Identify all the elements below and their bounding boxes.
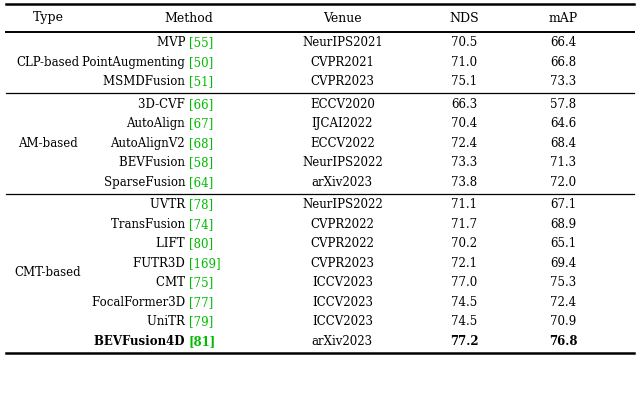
Text: CVPR2021: CVPR2021 [310,56,374,69]
Text: 66.3: 66.3 [451,98,477,111]
Text: [169]: [169] [189,257,220,270]
Text: 70.5: 70.5 [451,36,477,49]
Text: AM-based: AM-based [18,137,78,150]
Text: 57.8: 57.8 [550,98,576,111]
Text: 72.4: 72.4 [550,296,576,309]
Text: 69.4: 69.4 [550,257,577,270]
Text: 72.0: 72.0 [550,176,576,189]
Text: [66]: [66] [189,98,213,111]
Text: ECCV2022: ECCV2022 [310,137,375,150]
Text: 75.3: 75.3 [550,276,577,289]
Text: 73.8: 73.8 [451,176,477,189]
Text: 74.5: 74.5 [451,296,477,309]
Text: [58]: [58] [189,156,213,169]
Text: 68.4: 68.4 [550,137,576,150]
Text: NeurIPS2022: NeurIPS2022 [302,156,383,169]
Text: 73.3: 73.3 [451,156,477,169]
Text: CVPR2023: CVPR2023 [310,257,374,270]
Text: FUTR3D: FUTR3D [133,257,189,270]
Text: 68.9: 68.9 [550,218,576,231]
Text: [79]: [79] [189,315,213,328]
Text: [51]: [51] [189,75,213,88]
Text: 70.9: 70.9 [550,315,577,328]
Text: TransFusion: TransFusion [111,218,189,231]
Text: 66.8: 66.8 [550,56,576,69]
Text: AutoAlign: AutoAlign [126,117,189,130]
Text: 75.1: 75.1 [451,75,477,88]
Text: CVPR2023: CVPR2023 [310,75,374,88]
Text: 71.0: 71.0 [451,56,477,69]
Text: [81]: [81] [189,335,216,348]
Text: 77.0: 77.0 [451,276,477,289]
Text: AutoAlignV2: AutoAlignV2 [111,137,189,150]
Text: [50]: [50] [189,56,213,69]
Text: ICCV2023: ICCV2023 [312,315,373,328]
Text: ICCV2023: ICCV2023 [312,296,373,309]
Text: PointAugmenting: PointAugmenting [82,56,189,69]
Text: [77]: [77] [189,296,213,309]
Text: FocalFormer3D: FocalFormer3D [92,296,189,309]
Text: SparseFusion: SparseFusion [104,176,189,189]
Text: NeurIPS2022: NeurIPS2022 [302,198,383,211]
Text: 71.7: 71.7 [451,218,477,231]
Text: Venue: Venue [323,11,362,24]
Text: 3D-CVF: 3D-CVF [138,98,189,111]
Text: LIFT: LIFT [156,237,189,250]
Text: [64]: [64] [189,176,213,189]
Text: 76.8: 76.8 [549,335,577,348]
Text: 72.4: 72.4 [451,137,477,150]
Text: MSMDFusion: MSMDFusion [103,75,189,88]
Text: [74]: [74] [189,218,213,231]
Text: 77.2: 77.2 [450,335,478,348]
Text: [78]: [78] [189,198,213,211]
Text: [55]: [55] [189,36,213,49]
Text: [75]: [75] [189,276,213,289]
Text: UVTR: UVTR [150,198,189,211]
Text: CMT-based: CMT-based [15,266,81,279]
Text: [80]: [80] [189,237,213,250]
Text: 70.2: 70.2 [451,237,477,250]
Text: arXiv2023: arXiv2023 [312,176,373,189]
Text: Method: Method [164,11,213,24]
Text: [67]: [67] [189,117,213,130]
Text: 74.5: 74.5 [451,315,477,328]
Text: 72.1: 72.1 [451,257,477,270]
Text: 66.4: 66.4 [550,36,577,49]
Text: CMT: CMT [156,276,189,289]
Text: [68]: [68] [189,137,213,150]
Text: 64.6: 64.6 [550,117,577,130]
Text: Type: Type [33,11,63,24]
Text: mAP: mAP [548,11,578,24]
Text: 73.3: 73.3 [550,75,577,88]
Text: IJCAI2022: IJCAI2022 [312,117,373,130]
Text: 70.4: 70.4 [451,117,477,130]
Text: CVPR2022: CVPR2022 [310,218,374,231]
Text: CLP-based: CLP-based [17,56,79,69]
Text: ICCV2023: ICCV2023 [312,276,373,289]
Text: BEVFusion: BEVFusion [119,156,189,169]
Text: 65.1: 65.1 [550,237,576,250]
Text: 67.1: 67.1 [550,198,576,211]
Text: arXiv2023: arXiv2023 [312,335,373,348]
Text: 71.3: 71.3 [550,156,576,169]
Text: MVP: MVP [157,36,189,49]
Text: UniTR: UniTR [147,315,189,328]
Text: ECCV2020: ECCV2020 [310,98,375,111]
Text: 71.1: 71.1 [451,198,477,211]
Text: NDS: NDS [449,11,479,24]
Text: NeurIPS2021: NeurIPS2021 [302,36,383,49]
Text: CVPR2022: CVPR2022 [310,237,374,250]
Text: BEVFusion4D: BEVFusion4D [94,335,189,348]
